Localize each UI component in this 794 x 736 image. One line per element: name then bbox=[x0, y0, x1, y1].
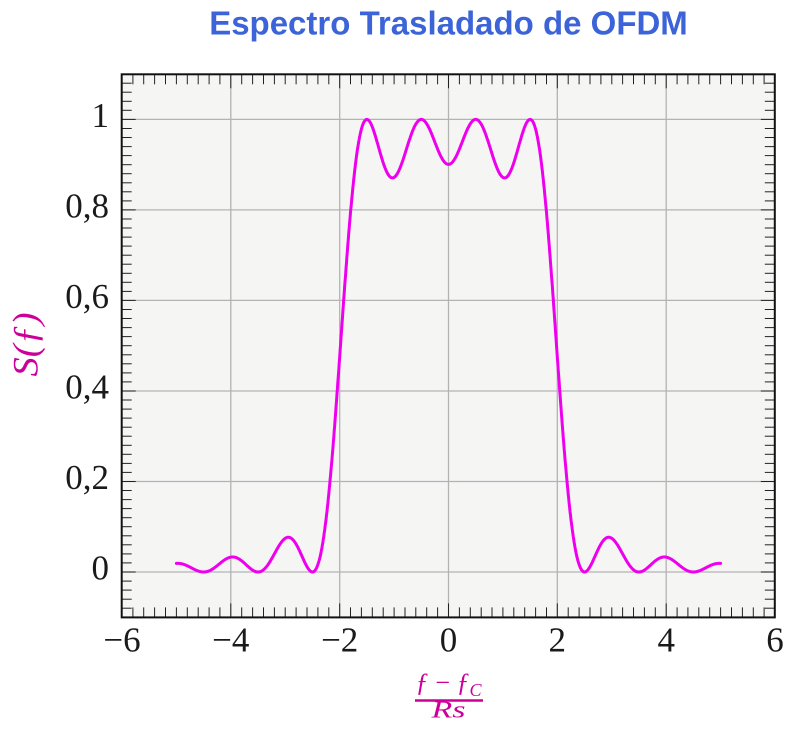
svg-text:0: 0 bbox=[440, 621, 458, 660]
svg-text:0: 0 bbox=[92, 549, 110, 588]
svg-text:0,4: 0,4 bbox=[65, 368, 109, 407]
svg-text:0,6: 0,6 bbox=[65, 277, 109, 316]
svg-text:6: 6 bbox=[766, 621, 784, 660]
svg-text:S(ƒ): S(ƒ) bbox=[6, 313, 46, 377]
svg-text:−6: −6 bbox=[103, 621, 140, 660]
svg-text:−4: −4 bbox=[212, 621, 249, 660]
svg-text:2: 2 bbox=[549, 621, 567, 660]
svg-text:0,8: 0,8 bbox=[65, 186, 109, 225]
svg-text:1: 1 bbox=[92, 96, 110, 135]
svg-text:Espectro Trasladado de OFDM: Espectro Trasladado de OFDM bbox=[209, 5, 688, 42]
svg-text:0,2: 0,2 bbox=[65, 458, 109, 497]
svg-text:Rs: Rs bbox=[430, 698, 465, 724]
svg-text:−2: −2 bbox=[321, 621, 358, 660]
svg-text:4: 4 bbox=[657, 621, 675, 660]
